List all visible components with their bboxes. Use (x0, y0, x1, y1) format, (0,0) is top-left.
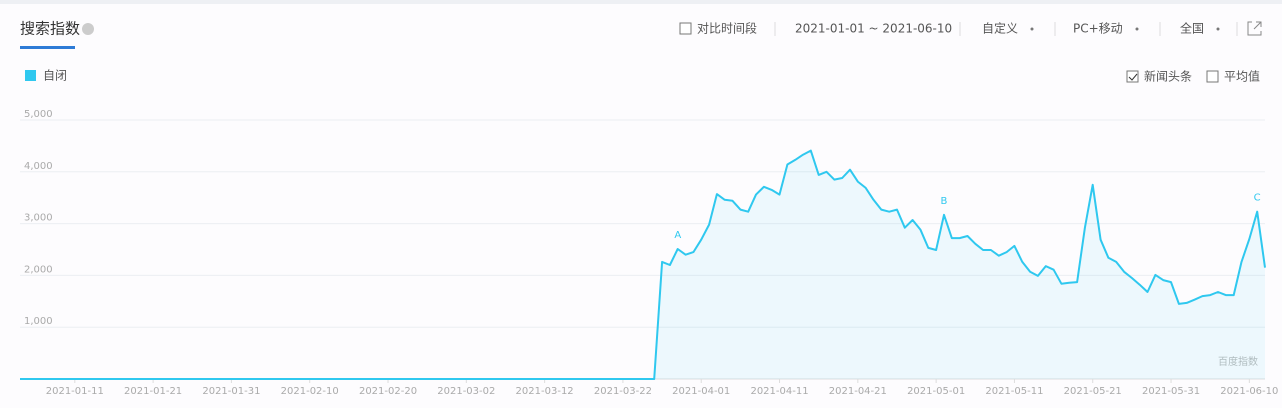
period-select[interactable]: 自定义 (982, 21, 1018, 36)
annotation: B (941, 196, 948, 207)
y-tick-label: 3,000 (24, 213, 53, 224)
y-tick-label: 1,000 (24, 316, 53, 327)
y-tick-label: 4,000 (24, 161, 53, 172)
x-tick-label: 2021-04-21 (829, 386, 887, 397)
option-checkbox[interactable] (1126, 70, 1139, 83)
annotation: C (1254, 193, 1261, 204)
x-tick-label: 2021-02-10 (281, 386, 339, 397)
legend-swatch (25, 70, 36, 81)
device-select[interactable]: PC+移动 (1073, 22, 1123, 36)
x-tick-label: 2021-05-11 (985, 386, 1043, 397)
x-tick-label: 2021-02-20 (359, 386, 417, 397)
x-tick-label: 2021-03-02 (437, 386, 495, 397)
title[interactable]: 搜索指数 (20, 20, 80, 38)
x-tick-label: 2021-01-21 (124, 386, 182, 397)
help-icon[interactable] (82, 23, 94, 35)
option-label[interactable]: 新闻头条 (1144, 69, 1192, 84)
x-tick-label: 2021-03-12 (516, 386, 574, 397)
x-tick-label: 2021-06-10 (1220, 386, 1278, 397)
x-tick-label: 2021-04-11 (750, 386, 808, 397)
y-tick-label: 5,000 (24, 109, 53, 120)
date-range[interactable]: 2021-01-01 ~ 2021-06-10 (795, 22, 952, 36)
share-icon[interactable] (1247, 21, 1262, 36)
y-tick-label: 2,000 (24, 264, 53, 275)
check-mark (1128, 73, 1138, 81)
x-tick-label: 2021-01-11 (46, 386, 104, 397)
option-checkbox[interactable] (1206, 70, 1219, 83)
dropdown-dot (1216, 27, 1220, 31)
watermark: 百度指数 (1218, 355, 1258, 368)
legend-label: 自闭 (43, 69, 67, 83)
compare-checkbox[interactable] (679, 22, 692, 35)
x-tick-label: 2021-05-01 (907, 386, 965, 397)
x-tick-label: 2021-01-31 (202, 386, 260, 397)
region-select[interactable]: 全国 (1180, 21, 1204, 36)
title-underline (20, 46, 75, 49)
dropdown-dot (1135, 27, 1139, 31)
line (20, 149, 1266, 380)
x-tick-label: 2021-05-31 (1142, 386, 1200, 397)
dropdown-dot (1030, 27, 1034, 31)
option-label[interactable]: 平均值 (1224, 69, 1260, 84)
x-tick-label: 2021-04-01 (672, 386, 730, 397)
area (20, 150, 1265, 379)
annotation: A (674, 230, 681, 241)
compare-label[interactable]: 对比时间段 (697, 21, 757, 36)
x-tick-label: 2021-03-22 (594, 386, 652, 397)
top-band (0, 0, 1282, 4)
x-tick-label: 2021-05-21 (1064, 386, 1122, 397)
